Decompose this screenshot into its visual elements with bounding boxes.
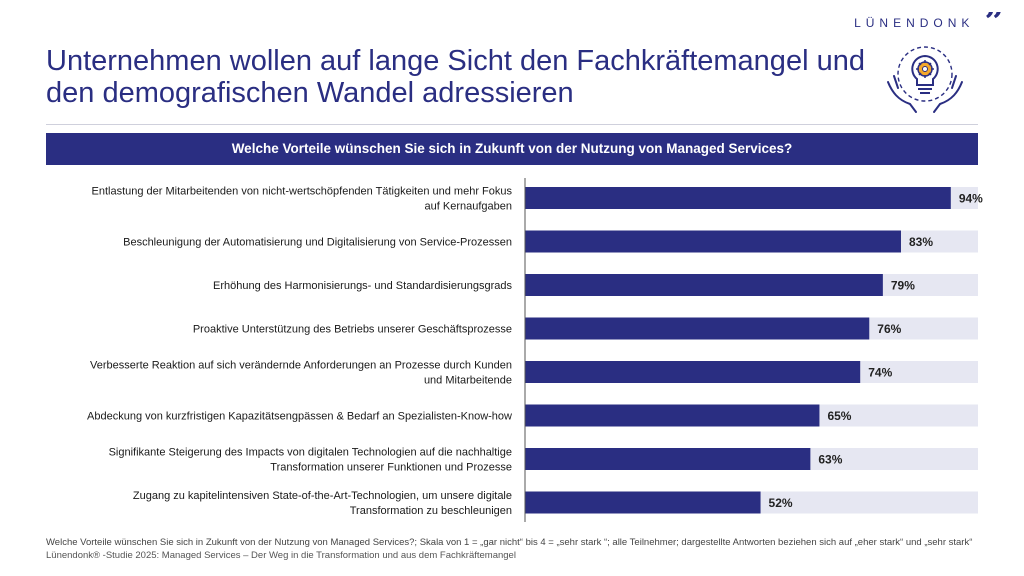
footnote-source: Lünendonk® -Studie 2025: Managed Service… <box>46 550 516 561</box>
bar-track <box>860 361 978 383</box>
lightbulb-gear-hands-icon <box>887 46 963 113</box>
brand-logo: LÜNENDONK ” <box>854 12 1004 34</box>
bar-track <box>819 404 978 427</box>
bar <box>525 404 820 427</box>
footnote-scale-note: Welche Vorteile wünschen Sie sich in Zuk… <box>46 537 973 548</box>
bar-value-label: 63% <box>818 453 842 467</box>
bar <box>525 187 951 209</box>
footnote: Welche Vorteile wünschen Sie sich in Zuk… <box>46 536 972 562</box>
category-label: Beschleunigung der Automatisierung und D… <box>123 237 512 249</box>
category-label: Zugang zu kapitelintensiven State-of-the… <box>133 490 512 517</box>
category-label: Erhöhung des Harmonisierungs- und Standa… <box>213 280 513 292</box>
bar-track <box>760 491 978 514</box>
bar-track <box>810 448 978 470</box>
category-label: Signifikante Steigerung des Impacts von … <box>109 447 512 474</box>
page-title: Unternehmen wollen auf lange Sicht den F… <box>46 45 896 109</box>
brand-quote-mark: ” <box>984 12 1004 34</box>
title-divider <box>46 124 978 125</box>
brand-name: LÜNENDONK <box>854 16 975 30</box>
bar <box>525 317 870 340</box>
category-label: Verbesserte Reaktion auf sich verändernd… <box>90 360 512 387</box>
bar-track <box>882 274 978 296</box>
bar-track <box>869 317 978 340</box>
bar <box>525 448 811 470</box>
bar-value-label: 65% <box>827 409 851 423</box>
page-title-line-2: den demografischen Wandel adressieren <box>46 77 574 109</box>
category-label: Abdeckung von kurzfristigen Kapazitätsen… <box>87 411 512 423</box>
bar-value-label: 79% <box>891 279 915 293</box>
bar-value-label: 52% <box>769 496 793 510</box>
bar <box>525 361 861 383</box>
bar-track <box>950 187 978 209</box>
bar-value-label: 83% <box>909 235 933 249</box>
bar <box>525 274 883 296</box>
category-label: Entlastung der Mitarbeitenden von nicht-… <box>92 186 513 213</box>
bar <box>525 230 901 253</box>
bar-value-label: 76% <box>877 322 901 336</box>
question-banner: Welche Vorteile wünschen Sie sich in Zuk… <box>46 133 978 165</box>
page-title-line-1: Unternehmen wollen auf lange Sicht den F… <box>46 45 865 77</box>
bar-value-label: 94% <box>959 192 983 206</box>
bar <box>525 491 761 514</box>
bar-value-label: 74% <box>868 366 892 380</box>
category-label: Proaktive Unterstützung des Betriebs uns… <box>193 324 512 336</box>
bar-track <box>900 230 978 253</box>
